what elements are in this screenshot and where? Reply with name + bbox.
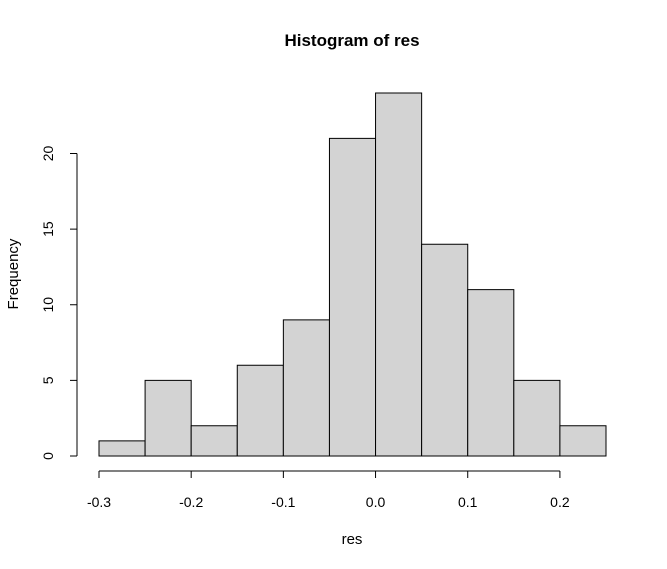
histogram-bar-3 <box>190 425 238 457</box>
y-tick-label: 0 <box>40 452 56 460</box>
x-tick-label: -0.2 <box>179 494 203 510</box>
bars-group <box>98 92 607 457</box>
x-axis-label: res <box>342 531 363 548</box>
histogram-bar-2 <box>144 379 192 457</box>
histogram-bar-11 <box>559 425 607 457</box>
x-tick-label: 0.0 <box>366 494 386 510</box>
y-tick-label: 5 <box>40 376 56 384</box>
histogram-bar-5 <box>282 319 330 457</box>
histogram-bar-8 <box>421 243 469 457</box>
x-tick-label: 0.2 <box>550 494 570 510</box>
histogram-bar-6 <box>328 137 377 457</box>
y-tick-label: 15 <box>40 221 56 237</box>
y-axis-label: Frequency <box>5 238 22 309</box>
y-tick-label: 20 <box>40 146 56 162</box>
chart-title: Histogram of res <box>284 31 419 50</box>
x-tick-label: -0.1 <box>271 494 295 510</box>
x-axis: -0.3 -0.2 -0.1 0.0 0.1 0.2 <box>87 470 570 510</box>
x-tick-label: -0.3 <box>87 494 111 510</box>
x-tick-label: 0.1 <box>458 494 478 510</box>
y-axis: 0 5 10 15 20 <box>40 146 78 460</box>
histogram-bar-9 <box>467 289 515 457</box>
histogram-bar-1 <box>98 440 146 457</box>
y-tick-label: 10 <box>40 297 56 313</box>
histogram-bar-7 <box>375 92 423 457</box>
histogram-bar-4 <box>236 364 284 457</box>
histogram-bar-10 <box>513 379 561 457</box>
